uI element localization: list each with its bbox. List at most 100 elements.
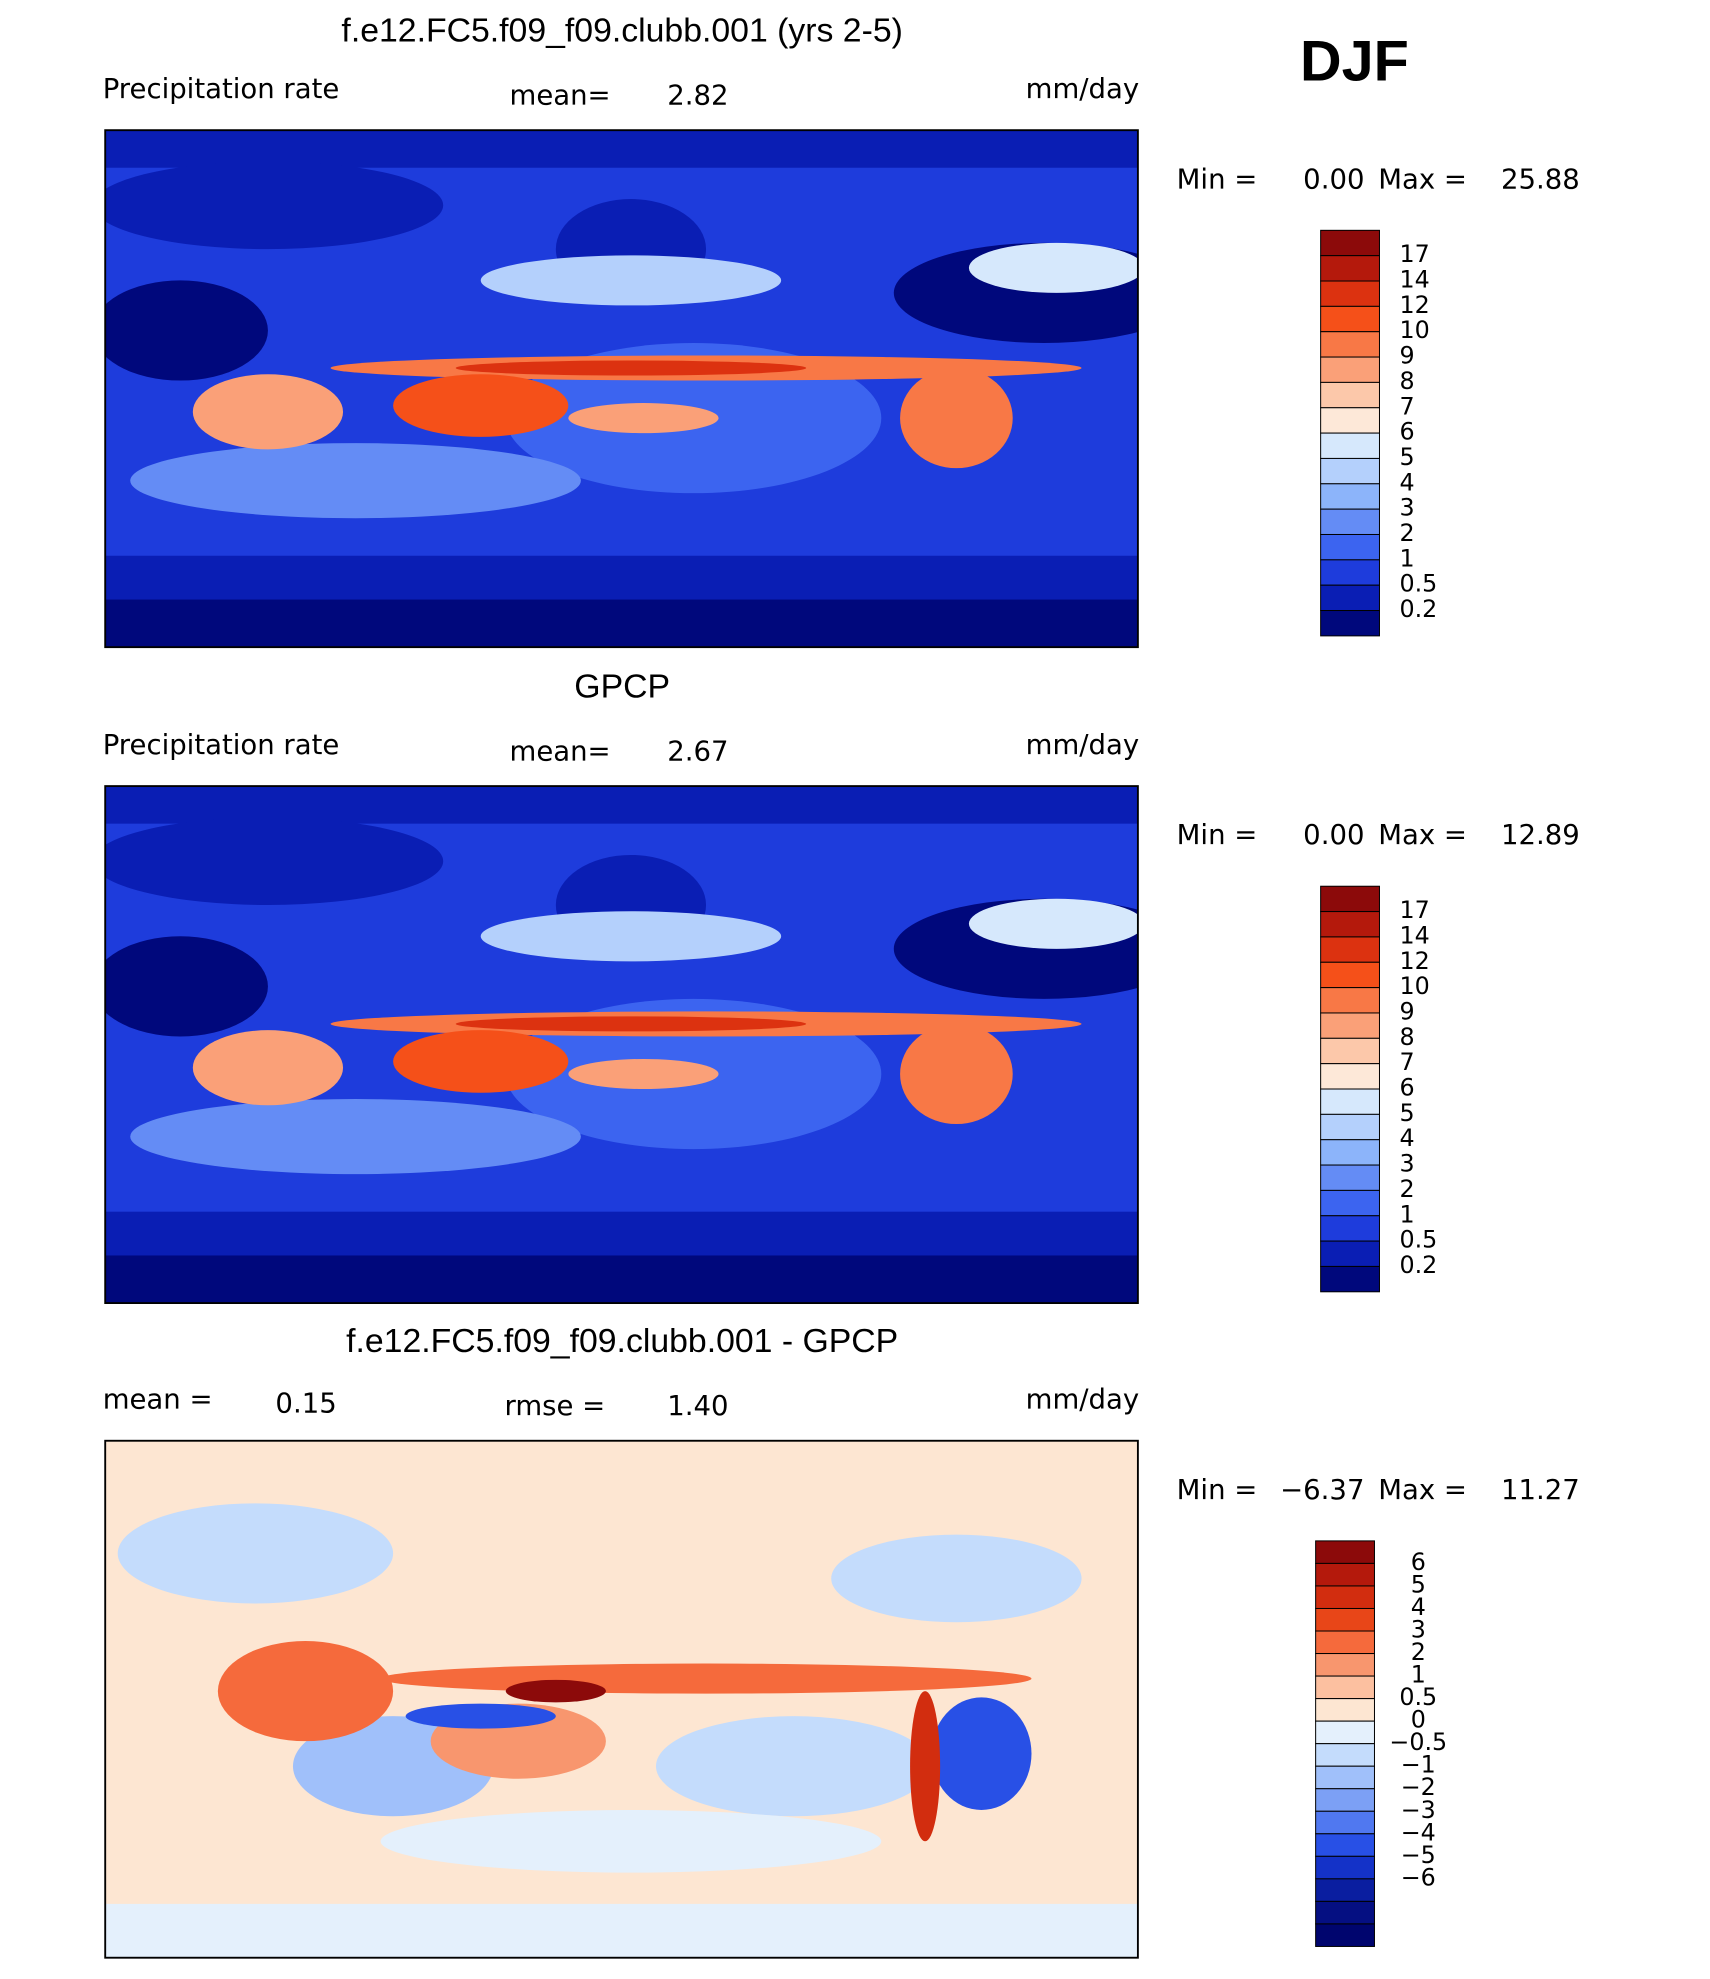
colorbar-label: 3 <box>1411 1616 1426 1644</box>
colorbar-box <box>1315 1630 1375 1655</box>
colorbar-label: 6 <box>1411 1548 1426 1576</box>
colorbar-label: 0 <box>1411 1706 1426 1734</box>
colorbar-label: 2 <box>1400 1175 1415 1203</box>
colorbar-box <box>1315 1900 1375 1925</box>
map-frame <box>104 785 1139 1304</box>
max-label: Max = <box>1378 1474 1467 1506</box>
colorbar-box <box>1315 1923 1375 1947</box>
center-value: 2.67 <box>667 735 728 767</box>
colorbar-box <box>1315 1675 1375 1700</box>
map-frame <box>104 129 1139 649</box>
panel-title: f.e12.FC5.f09_f09.clubb.001 (yrs 2-5) <box>341 11 902 49</box>
colorbar-label: 4 <box>1411 1593 1426 1621</box>
colorbar-label: 0.5 <box>1400 570 1438 598</box>
colorbar-label: −0.5 <box>1389 1728 1447 1756</box>
colorbar-box <box>1320 508 1380 535</box>
center-label: mean= <box>510 79 611 111</box>
colorbar-box <box>1320 483 1380 510</box>
colorbar-box <box>1315 1743 1375 1767</box>
colorbar-box <box>1315 1833 1375 1857</box>
colorbar-box <box>1320 229 1380 257</box>
colorbar-box <box>1320 1265 1380 1293</box>
colorbar-box <box>1320 457 1380 485</box>
colorbar-label: 9 <box>1400 997 1415 1025</box>
colorbar-label: −1 <box>1401 1751 1436 1779</box>
colorbar-label: −2 <box>1401 1773 1436 1801</box>
colorbar-box <box>1315 1653 1375 1677</box>
max-label: Max = <box>1378 163 1467 195</box>
center-value: 2.82 <box>667 79 728 111</box>
center-value: 1.40 <box>667 1390 728 1422</box>
colorbar-label: 12 <box>1400 947 1430 975</box>
colorbar-label: 2 <box>1400 519 1415 547</box>
colorbar-label: 4 <box>1400 1124 1415 1152</box>
colorbar-box <box>1320 1113 1380 1141</box>
colorbar-label: 8 <box>1400 1023 1415 1051</box>
colorbar-box <box>1320 1240 1380 1267</box>
colorbar-box <box>1315 1878 1375 1902</box>
colorbar-box <box>1315 1855 1375 1880</box>
colorbar-box <box>1320 961 1380 989</box>
colorbar-box <box>1320 1139 1380 1166</box>
max-value: 25.88 <box>1501 163 1580 195</box>
colorbar-label: 17 <box>1400 240 1430 268</box>
colorbar-label: 1 <box>1400 1200 1415 1228</box>
map-frame <box>104 1439 1139 1959</box>
colorbar-label: 2 <box>1411 1638 1426 1666</box>
colorbar-label: 12 <box>1400 291 1430 319</box>
units: mm/day <box>1026 729 1140 761</box>
colorbar-label: 5 <box>1411 1570 1426 1598</box>
map <box>105 786 1138 1304</box>
colorbar-box <box>1320 885 1380 913</box>
min-value: −6.37 <box>1280 1474 1364 1506</box>
colorbar-box <box>1315 1720 1375 1745</box>
min-label: Min = <box>1177 1474 1258 1506</box>
colorbar-box <box>1315 1810 1375 1835</box>
colorbar-label: 0.5 <box>1400 1226 1438 1254</box>
colorbar-label: 0.2 <box>1400 1251 1438 1279</box>
colorbar-box <box>1320 987 1380 1014</box>
max-label: Max = <box>1378 819 1467 851</box>
colorbar-label: 8 <box>1400 367 1415 395</box>
colorbar-label: 0.5 <box>1399 1683 1437 1711</box>
colorbar-label: −3 <box>1401 1796 1436 1824</box>
panel: f.e12.FC5.f09_f09.clubb.001 (yrs 2-5)Pre… <box>103 11 1580 649</box>
colorbar-label: 14 <box>1400 266 1430 294</box>
colorbar-label: −6 <box>1401 1863 1436 1891</box>
colorbar-box <box>1320 1063 1380 1090</box>
colorbar-box <box>1315 1698 1375 1722</box>
colorbar-label: 1 <box>1411 1661 1426 1689</box>
colorbar-label: −5 <box>1401 1841 1436 1869</box>
min-value: 0.00 <box>1303 163 1364 195</box>
colorbar-label: 0.2 <box>1400 595 1438 623</box>
colorbar-box <box>1320 911 1380 938</box>
center-label: rmse = <box>505 1390 606 1422</box>
min-label: Min = <box>1177 819 1258 851</box>
panels: f.e12.FC5.f09_f09.clubb.001 (yrs 2-5)Pre… <box>103 11 1580 1959</box>
map <box>105 130 1138 648</box>
left-label: Precipitation rate <box>103 729 340 761</box>
colorbar-box <box>1320 331 1380 358</box>
colorbar-box <box>1315 1562 1375 1587</box>
panel: f.e12.FC5.f09_f09.clubb.001 - GPCP mean =… <box>103 1322 1580 1959</box>
colorbar-box <box>1320 381 1380 409</box>
colorbar-label: 4 <box>1400 468 1415 496</box>
left-label: Precipitation rate <box>103 73 340 105</box>
colorbar-label: 10 <box>1400 316 1430 344</box>
colorbar-box <box>1315 1607 1375 1632</box>
max-value: 12.89 <box>1501 819 1580 851</box>
colorbar-box <box>1320 1088 1380 1115</box>
colorbar-box <box>1320 936 1380 963</box>
colorbar-box <box>1320 1164 1380 1191</box>
panel: GPCP Precipitation rate mean= 2.67 mm/day Min… <box>103 667 1580 1304</box>
colorbar-label: 6 <box>1400 418 1415 446</box>
colorbar-box <box>1320 1037 1380 1065</box>
colorbar-box <box>1320 280 1380 307</box>
colorbar-box <box>1320 533 1380 561</box>
map <box>105 1440 1138 1958</box>
colorbar-box <box>1315 1765 1375 1790</box>
units: mm/day <box>1026 1384 1140 1416</box>
colorbar-label: −4 <box>1401 1818 1436 1846</box>
colorbar-box <box>1320 356 1380 383</box>
max-value: 11.27 <box>1501 1474 1580 1506</box>
